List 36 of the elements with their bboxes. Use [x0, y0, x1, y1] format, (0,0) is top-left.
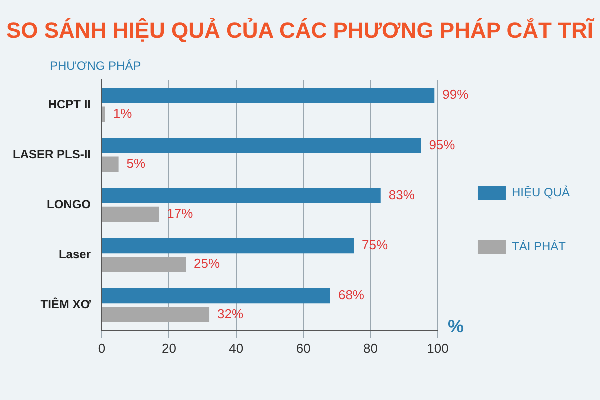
bar — [102, 106, 106, 122]
data-label: 17% — [167, 206, 194, 222]
y-tick-label: LASER PLS-II — [12, 147, 92, 162]
bar — [102, 88, 435, 104]
data-label: 25% — [194, 256, 220, 272]
chart-title: SO SÁNH HIỆU QUẢ CỦA CÁC PHƯƠNG PHÁP CẮT TRĨ — [6, 18, 596, 43]
x-tick-label: 0 — [98, 340, 106, 356]
y-tick-label: TIÊM XƠ — [40, 298, 92, 312]
bar — [102, 156, 119, 172]
bar — [102, 288, 330, 304]
data-label: 5% — [126, 156, 146, 172]
bar — [102, 188, 381, 204]
data-label: 1% — [113, 106, 133, 122]
data-label: 75% — [362, 237, 388, 252]
x-tick-label: 80 — [364, 340, 378, 356]
legend-label: TÁI PHÁT — [512, 239, 567, 254]
x-tick-label: 20 — [162, 340, 176, 356]
legend-label: HIỆU QUẢ — [512, 185, 570, 200]
bar — [102, 238, 354, 254]
x-tick-label: 60 — [296, 340, 311, 356]
y-tick-label: HCPT II — [48, 97, 92, 112]
x-tick-label: 40 — [229, 340, 244, 356]
bar — [102, 307, 210, 322]
y-tick-label: LONGO — [47, 198, 92, 212]
bar — [102, 256, 186, 272]
bar — [102, 206, 160, 222]
y-tick-label: Laser — [58, 248, 92, 262]
data-label: 99% — [442, 87, 470, 102]
y-axis-title: PHƯƠNG PHÁP — [50, 59, 142, 73]
data-label: 68% — [338, 288, 365, 303]
data-label: 95% — [429, 137, 456, 152]
data-label: 83% — [388, 187, 416, 202]
x-axis-title: % — [448, 316, 464, 336]
data-label: 32% — [218, 306, 244, 322]
x-tick-label: 100 — [427, 340, 449, 356]
bar — [102, 138, 422, 154]
